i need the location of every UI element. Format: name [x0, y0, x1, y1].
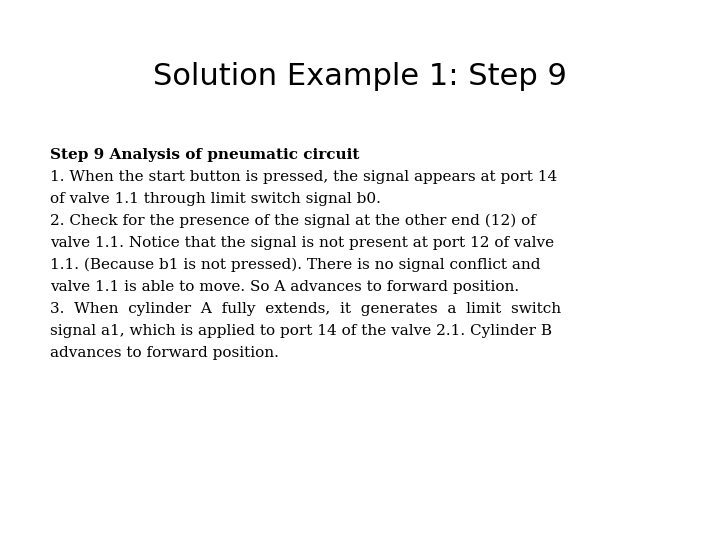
Text: advances to forward position.: advances to forward position. [50, 346, 279, 360]
Text: 3.  When  cylinder  A  fully  extends,  it  generates  a  limit  switch: 3. When cylinder A fully extends, it gen… [50, 302, 561, 316]
Text: 1.1. (Because b1 is not pressed). There is no signal conflict and: 1.1. (Because b1 is not pressed). There … [50, 258, 541, 272]
Text: Solution Example 1: Step 9: Solution Example 1: Step 9 [153, 62, 567, 91]
Text: 1. When the start button is pressed, the signal appears at port 14: 1. When the start button is pressed, the… [50, 170, 557, 184]
Text: valve 1.1. Notice that the signal is not present at port 12 of valve: valve 1.1. Notice that the signal is not… [50, 236, 554, 250]
Text: 2. Check for the presence of the signal at the other end (12) of: 2. Check for the presence of the signal … [50, 214, 536, 228]
Text: of valve 1.1 through limit switch signal b0.: of valve 1.1 through limit switch signal… [50, 192, 381, 206]
Text: signal a1, which is applied to port 14 of the valve 2.1. Cylinder B: signal a1, which is applied to port 14 o… [50, 324, 552, 338]
Text: valve 1.1 is able to move. So A advances to forward position.: valve 1.1 is able to move. So A advances… [50, 280, 519, 294]
Text: Step 9 Analysis of pneumatic circuit: Step 9 Analysis of pneumatic circuit [50, 148, 359, 162]
